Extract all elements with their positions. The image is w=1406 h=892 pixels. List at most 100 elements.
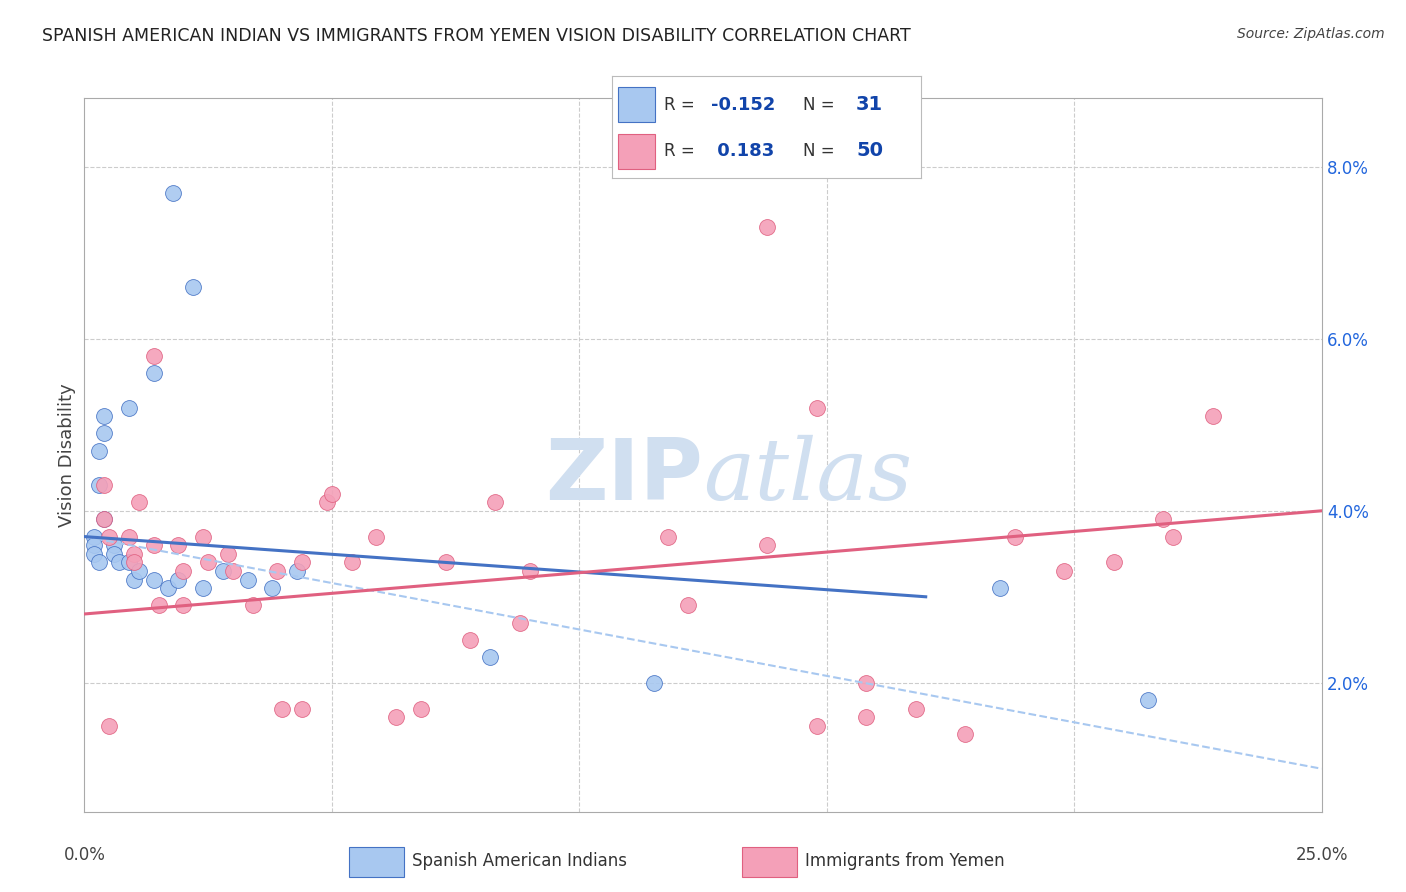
Point [122,547,145,561]
Point [1102,555,1125,569]
Point [172,564,194,578]
Point [315,495,337,509]
Point [122,555,145,569]
Point [142,538,165,552]
Point [148,599,170,613]
Point [855,675,877,690]
Text: SPANISH AMERICAN INDIAN VS IMMIGRANTS FROM YEMEN VISION DISABILITY CORRELATION C: SPANISH AMERICAN INDIAN VS IMMIGRANTS FR… [42,27,911,45]
Point [988,581,1011,595]
Point [98,719,121,733]
Point [1152,512,1174,526]
Point [98,530,121,544]
Point [191,581,214,595]
Point [1202,409,1225,424]
Point [509,615,531,630]
Text: N =: N = [803,142,835,160]
Point [1161,530,1184,544]
Point [93,426,115,441]
Text: 0.0%: 0.0% [63,847,105,864]
Point [122,573,145,587]
Point [409,701,432,715]
Point [806,401,828,415]
Point [1053,564,1076,578]
Text: R =: R = [664,142,695,160]
Text: 25.0%: 25.0% [1295,847,1348,864]
Point [434,555,457,569]
FancyBboxPatch shape [617,135,655,169]
Text: 50: 50 [856,141,883,161]
Point [83,547,105,561]
Point [118,530,141,544]
Text: N =: N = [803,95,835,113]
Point [93,409,115,424]
Point [676,599,699,613]
Point [157,581,180,595]
Point [955,727,977,741]
Point [191,530,214,544]
Point [167,573,190,587]
FancyBboxPatch shape [617,87,655,122]
Text: atlas: atlas [703,435,912,517]
Point [83,530,105,544]
Point [321,486,343,500]
Text: 0.183: 0.183 [710,142,773,160]
Point [222,564,245,578]
Text: 31: 31 [856,95,883,114]
Point [756,538,779,552]
Point [366,530,388,544]
Point [142,573,165,587]
Point [479,650,502,665]
Point [103,538,125,552]
Point [118,555,141,569]
Point [181,280,204,294]
Point [103,547,125,561]
Point [460,632,482,647]
Point [83,538,105,552]
Point [1004,530,1026,544]
Point [142,349,165,363]
Point [904,701,927,715]
Point [484,495,506,509]
Text: -0.152: -0.152 [710,95,775,113]
Point [236,573,259,587]
Point [291,701,314,715]
Point [855,710,877,724]
Point [172,599,194,613]
Point [93,512,115,526]
Point [519,564,541,578]
Text: ZIP: ZIP [546,434,703,518]
Point [89,443,111,458]
Point [806,719,828,733]
Point [162,186,184,200]
FancyBboxPatch shape [349,847,404,877]
Point [93,512,115,526]
Point [266,564,288,578]
Text: Spanish American Indians: Spanish American Indians [412,852,627,870]
Point [89,555,111,569]
Point [643,675,665,690]
Point [142,366,165,380]
Point [212,564,235,578]
Point [128,495,150,509]
FancyBboxPatch shape [742,847,797,877]
Point [167,538,190,552]
Point [128,564,150,578]
Text: Immigrants from Yemen: Immigrants from Yemen [806,852,1005,870]
Point [271,701,294,715]
Point [340,555,363,569]
Point [108,555,131,569]
Y-axis label: Vision Disability: Vision Disability [58,383,76,527]
Point [756,220,779,235]
Point [118,401,141,415]
Point [242,599,264,613]
Point [93,478,115,492]
Point [385,710,408,724]
Point [285,564,308,578]
Point [217,547,239,561]
Point [657,530,679,544]
Text: R =: R = [664,95,695,113]
Point [197,555,219,569]
Point [1137,693,1160,707]
Point [291,555,314,569]
Point [89,478,111,492]
